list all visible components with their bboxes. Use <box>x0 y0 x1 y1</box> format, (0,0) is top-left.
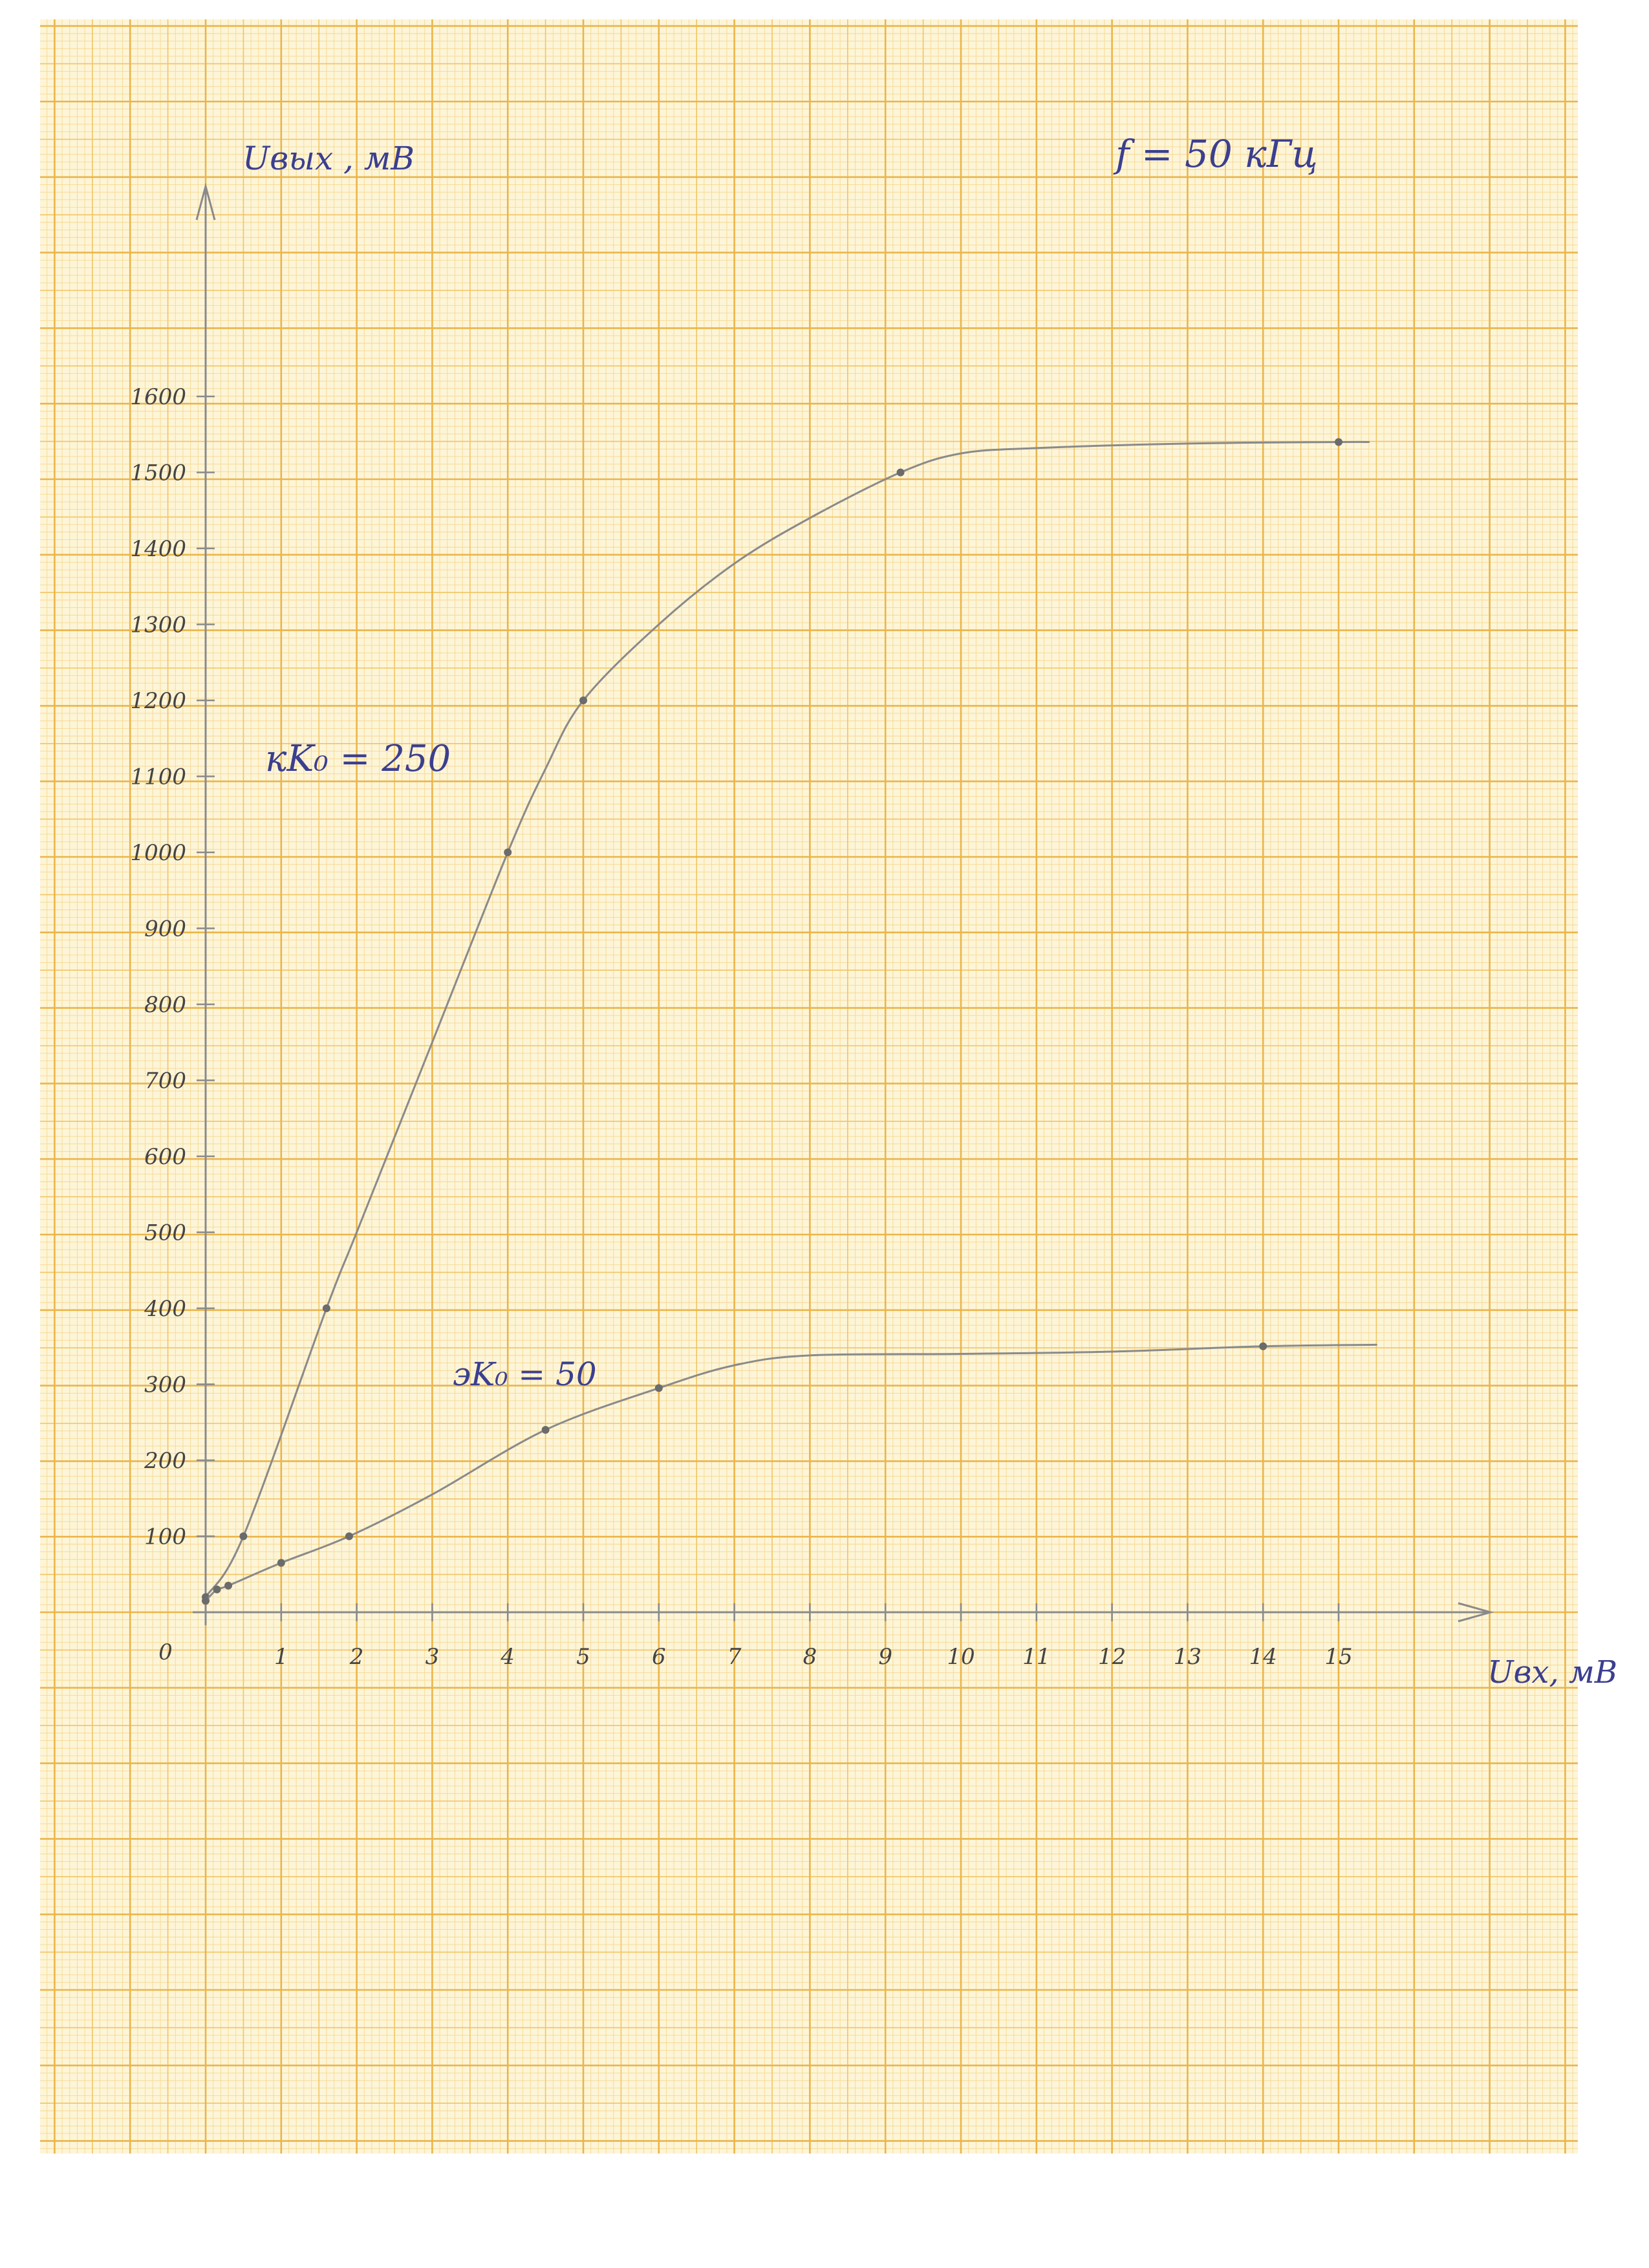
y-tick-label: 1600 <box>130 384 186 410</box>
y-tick-label: 200 <box>144 1448 186 1474</box>
data-point <box>202 1597 210 1605</box>
data-point <box>345 1532 353 1540</box>
y-tick-label: 700 <box>144 1068 186 1094</box>
data-point <box>541 1426 550 1434</box>
y-tick-label: 800 <box>144 992 186 1018</box>
x-axis-label: Uвх, мВ <box>1487 1654 1617 1690</box>
series-line-0 <box>204 440 1370 1598</box>
grid-mid-lines <box>40 19 1578 2154</box>
data-point <box>239 1532 248 1540</box>
x-tick-label: 6 <box>652 1644 666 1670</box>
x-tick-label: 11 <box>1022 1644 1050 1670</box>
axes <box>193 182 1494 1625</box>
x-tick-label: 10 <box>947 1644 975 1670</box>
y-tick-label: 1500 <box>130 460 186 486</box>
x-tick-label: 12 <box>1098 1644 1126 1670</box>
y-axis-ticks: 100 200 300 400 500 600 700 800 900 1000 1100 1200 1… <box>130 384 215 1550</box>
x-tick-label: 4 <box>500 1644 515 1670</box>
data-point <box>1335 438 1342 446</box>
series-label-k250: кK₀ = 250 <box>265 738 451 780</box>
data-point <box>224 1581 233 1590</box>
x-tick-label: 8 <box>803 1644 817 1670</box>
y-tick-label: 1300 <box>130 612 186 638</box>
y-tick-label: 300 <box>144 1372 186 1398</box>
origin-label: 0 <box>158 1639 173 1665</box>
grid-fine-lines <box>40 19 1578 2154</box>
data-point <box>213 1585 221 1593</box>
y-tick-label: 1000 <box>130 840 186 866</box>
y-tick-label: 1200 <box>130 688 186 714</box>
x-tick-label: 1 <box>274 1644 288 1670</box>
x-tick-label: 13 <box>1174 1644 1202 1670</box>
series-layer <box>202 438 1377 1605</box>
x-axis-arrow <box>1458 1602 1494 1623</box>
y-tick-label: 1400 <box>130 536 186 562</box>
paper-area <box>40 19 1578 2154</box>
frequency-annotation: f = 50 кГц <box>1113 132 1318 176</box>
y-tick-label: 100 <box>144 1524 186 1550</box>
x-tick-label: 2 <box>349 1644 364 1670</box>
x-tick-label: 7 <box>727 1644 742 1670</box>
x-tick-label: 9 <box>878 1644 892 1670</box>
y-tick-label: 600 <box>144 1144 186 1170</box>
data-point <box>654 1384 663 1392</box>
data-point <box>579 697 587 704</box>
x-axis-ticks: 1 2 3 4 5 6 7 8 9 10 11 12 13 14 15 <box>274 1603 1353 1670</box>
y-tick-label: 1100 <box>130 764 186 790</box>
x-tick-label: 15 <box>1324 1644 1352 1670</box>
data-point <box>896 468 905 477</box>
y-tick-label: 500 <box>144 1220 186 1246</box>
data-point <box>277 1559 285 1567</box>
y-tick-label: 400 <box>144 1296 186 1322</box>
y-tick-label: 900 <box>144 916 186 942</box>
grid-major-lines <box>40 19 1578 2154</box>
data-point <box>1259 1342 1267 1350</box>
x-tick-label: 3 <box>426 1644 440 1670</box>
x-tick-label: 14 <box>1249 1644 1277 1670</box>
y-axis-label: Uвых , мВ <box>242 140 415 177</box>
y-axis-arrow <box>195 182 216 221</box>
data-point <box>504 848 512 856</box>
series-label-k50: эK₀ = 50 <box>453 1355 597 1393</box>
data-point <box>322 1304 330 1312</box>
x-tick-label: 5 <box>576 1644 590 1670</box>
